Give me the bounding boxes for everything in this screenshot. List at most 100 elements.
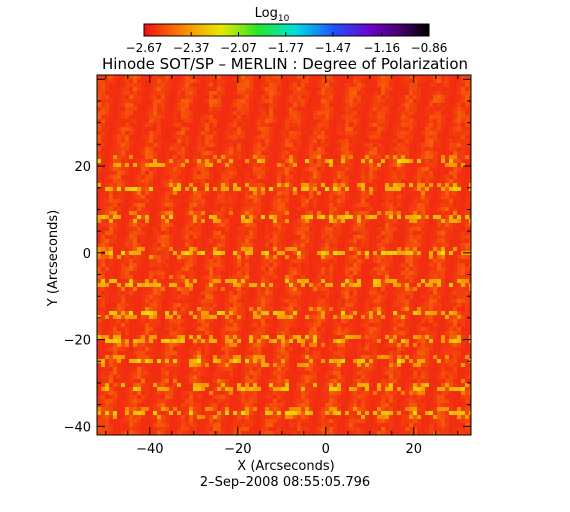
heatmap-cell bbox=[205, 279, 209, 283]
heatmap-cell bbox=[241, 231, 245, 235]
heatmap-cell bbox=[401, 279, 405, 283]
heatmap-cell bbox=[457, 243, 461, 247]
heatmap-cell bbox=[421, 83, 425, 87]
heatmap-cell bbox=[265, 271, 269, 275]
heatmap-cell bbox=[233, 247, 237, 251]
heatmap-cell bbox=[429, 147, 433, 151]
heatmap-cell bbox=[341, 239, 345, 243]
heatmap-cell bbox=[237, 175, 241, 179]
heatmap-cell bbox=[105, 279, 109, 283]
heatmap-cell bbox=[469, 167, 471, 171]
heatmap-cell bbox=[441, 271, 445, 275]
heatmap-cell bbox=[369, 163, 373, 167]
heatmap-cell bbox=[109, 179, 113, 183]
heatmap-cell bbox=[241, 95, 245, 99]
heatmap-cell bbox=[229, 175, 233, 179]
heatmap-cell bbox=[445, 259, 449, 263]
heatmap-cell bbox=[405, 259, 409, 263]
heatmap-cell bbox=[397, 131, 401, 135]
heatmap-cell bbox=[465, 79, 469, 83]
heatmap-cell bbox=[201, 87, 205, 91]
heatmap-cell bbox=[445, 75, 449, 79]
heatmap-cell bbox=[173, 103, 177, 107]
colorbar-cell bbox=[246, 24, 250, 36]
heatmap-cell bbox=[273, 231, 277, 235]
heatmap-cell bbox=[149, 79, 153, 83]
heatmap-cell bbox=[273, 259, 277, 263]
heatmap-cell bbox=[109, 267, 113, 271]
heatmap-cell bbox=[349, 219, 353, 223]
heatmap-cell bbox=[125, 135, 129, 139]
heatmap-cell bbox=[293, 123, 297, 127]
heatmap-cell bbox=[277, 231, 281, 235]
heatmap-cell bbox=[437, 215, 441, 219]
heatmap-cell bbox=[225, 191, 229, 195]
heatmap-cell bbox=[281, 279, 285, 283]
heatmap-cell bbox=[221, 107, 225, 111]
heatmap-cell bbox=[269, 267, 273, 271]
heatmap-cell bbox=[385, 275, 389, 279]
heatmap-cell bbox=[169, 119, 173, 123]
heatmap-cell bbox=[241, 247, 245, 251]
heatmap-cell bbox=[461, 211, 465, 215]
heatmap-cell bbox=[341, 91, 345, 95]
heatmap-cell bbox=[397, 75, 401, 79]
heatmap-cell bbox=[309, 155, 313, 159]
heatmap-cell bbox=[317, 263, 321, 267]
heatmap-cell bbox=[357, 187, 361, 191]
heatmap-cell bbox=[413, 231, 417, 235]
heatmap-cell bbox=[113, 171, 117, 175]
heatmap-cell bbox=[333, 159, 337, 163]
heatmap-cell bbox=[237, 199, 241, 203]
heatmap-cell bbox=[193, 275, 197, 279]
heatmap-cell bbox=[337, 203, 341, 207]
heatmap-cell bbox=[417, 187, 421, 191]
heatmap-cell bbox=[321, 239, 325, 243]
heatmap-cell bbox=[389, 251, 393, 255]
heatmap-cell bbox=[209, 143, 213, 147]
heatmap-cell bbox=[421, 251, 425, 255]
heatmap-cell bbox=[205, 111, 209, 115]
heatmap-cell bbox=[177, 123, 181, 127]
heatmap-cell bbox=[389, 259, 393, 263]
heatmap-cell bbox=[149, 111, 153, 115]
heatmap-cell bbox=[361, 267, 365, 271]
heatmap-cell bbox=[445, 263, 449, 267]
heatmap-cell bbox=[401, 195, 405, 199]
heatmap-cell bbox=[273, 267, 277, 271]
heatmap-cell bbox=[457, 263, 461, 267]
heatmap-cell bbox=[373, 183, 377, 187]
heatmap-cell bbox=[125, 271, 129, 275]
colorbar-cell bbox=[228, 24, 232, 36]
heatmap-cell bbox=[309, 83, 313, 87]
heatmap-cell bbox=[165, 227, 169, 231]
heatmap-cell bbox=[289, 231, 293, 235]
heatmap-cell bbox=[157, 159, 161, 163]
heatmap-cell bbox=[213, 171, 217, 175]
heatmap-cell bbox=[265, 167, 269, 171]
heatmap-cell bbox=[421, 79, 425, 83]
heatmap-cell bbox=[225, 207, 229, 211]
heatmap-cell bbox=[153, 171, 157, 175]
heatmap-cell bbox=[305, 123, 309, 127]
heatmap-cell bbox=[401, 247, 405, 251]
heatmap-cell bbox=[225, 143, 229, 147]
heatmap-cell bbox=[285, 107, 289, 111]
heatmap-cell bbox=[169, 255, 173, 259]
heatmap-cell bbox=[345, 227, 349, 231]
heatmap-cell bbox=[469, 219, 471, 223]
heatmap-cell bbox=[321, 191, 325, 195]
heatmap-cell bbox=[181, 83, 185, 87]
heatmap-cell bbox=[461, 199, 465, 203]
heatmap-cell bbox=[141, 219, 145, 223]
heatmap-cell bbox=[313, 151, 317, 155]
heatmap-cell bbox=[201, 175, 205, 179]
heatmap-cell bbox=[213, 167, 217, 171]
heatmap-cell bbox=[177, 175, 181, 179]
heatmap-cell bbox=[329, 147, 333, 151]
heatmap-cell bbox=[265, 227, 269, 231]
heatmap-cell bbox=[253, 135, 257, 139]
heatmap-cell bbox=[133, 87, 137, 91]
heatmap-cell bbox=[441, 227, 445, 231]
heatmap-cell bbox=[441, 139, 445, 143]
